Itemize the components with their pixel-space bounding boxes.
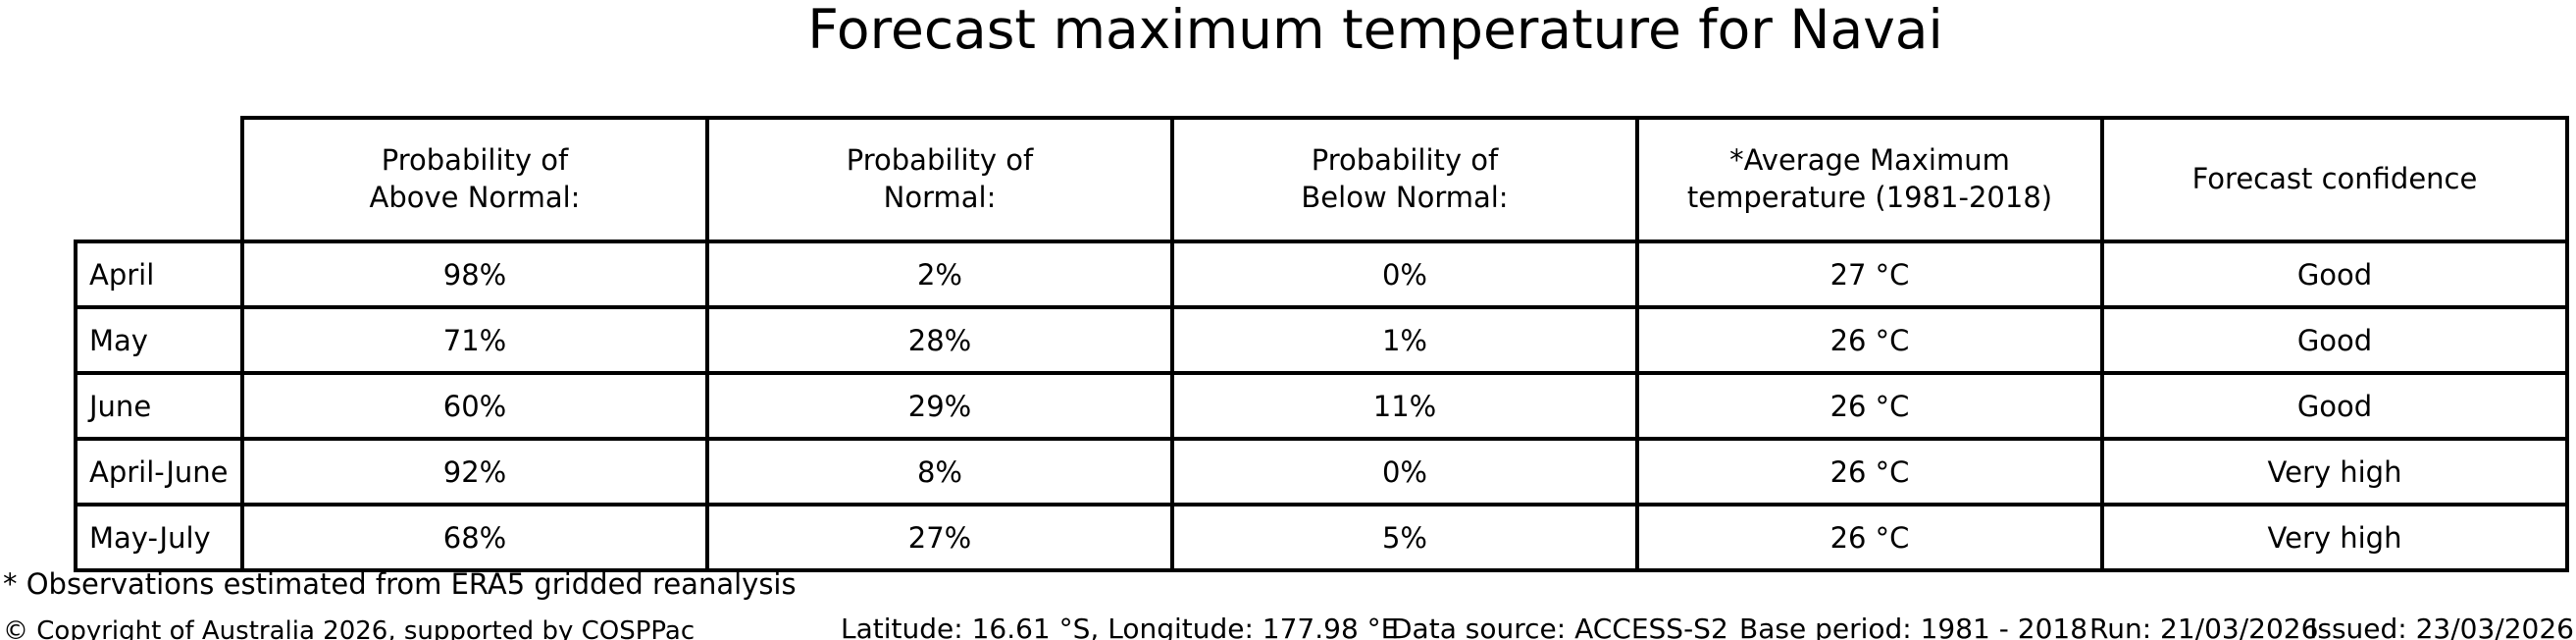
cell-avg-max-temp: 26 °C [1635,503,2104,572]
base-period-text: Base period: 1981 - 2018 [1739,613,2088,640]
cell-avg-max-temp: 27 °C [1635,240,2104,309]
row-label: June [74,371,244,441]
table-header-row: Probability of Above Normal: Probability… [76,116,2569,243]
cell-prob-normal: 28% [705,305,1174,375]
table-row-april-june: April-June 92% 8% 0% 26 °C Very high [74,437,2569,507]
cell-prob-normal: 29% [705,371,1174,441]
table-corner-cell [76,118,242,241]
table-row-april: April 98% 2% 0% 27 °C Good [74,240,2569,309]
cell-prob-above: 60% [240,371,709,441]
cell-prob-normal: 8% [705,437,1174,507]
cell-prob-below: 0% [1170,240,1639,309]
cell-prob-below: 11% [1170,371,1639,441]
column-header-prob-below: Probability of Below Normal: [1170,116,1639,243]
table-row-may-july: May-July 68% 27% 5% 26 °C Very high [74,503,2569,572]
cell-prob-above: 92% [240,437,709,507]
cell-prob-below: 1% [1170,305,1639,375]
cell-prob-below: 5% [1170,503,1639,572]
row-label: April [74,240,244,309]
cell-prob-above: 71% [240,305,709,375]
cell-prob-above: 68% [240,503,709,572]
page-title: Forecast maximum temperature for Navai [807,0,1943,61]
row-label: May-July [74,503,244,572]
cell-avg-max-temp: 26 °C [1635,371,2104,441]
cell-confidence: Good [2100,305,2569,375]
location-text: Latitude: 16.61 °S, Longitude: 177.98 °E [841,613,1399,640]
cell-avg-max-temp: 26 °C [1635,305,2104,375]
cell-prob-normal: 27% [705,503,1174,572]
cell-confidence: Very high [2100,437,2569,507]
column-header-confidence: Forecast confidence [2100,116,2569,243]
cell-prob-above: 98% [240,240,709,309]
table-row-may: May 71% 28% 1% 26 °C Good [74,305,2569,375]
observations-footnote: * Observations estimated from ERA5 gridd… [3,567,797,601]
column-header-prob-above: Probability of Above Normal: [240,116,709,243]
cell-prob-below: 0% [1170,437,1639,507]
cell-confidence: Very high [2100,503,2569,572]
column-header-prob-normal: Probability of Normal: [705,116,1174,243]
row-label: April-June [74,437,244,507]
cell-prob-normal: 2% [705,240,1174,309]
cell-confidence: Good [2100,371,2569,441]
run-date-text: Run: 21/03/2026 [2089,613,2319,640]
column-header-avg-max-temp: *Average Maximum temperature (1981-2018) [1635,116,2104,243]
forecast-table: Probability of Above Normal: Probability… [74,116,2569,572]
data-source-text: Data source: ACCESS-S2 [1391,613,1728,640]
copyright-text: © Copyright of Australia 2026, supported… [3,616,696,640]
issued-date-text: Issued: 23/03/2026 [2309,613,2574,640]
table-row-june: June 60% 29% 11% 26 °C Good [74,371,2569,441]
cell-confidence: Good [2100,240,2569,309]
row-label: May [74,305,244,375]
cell-avg-max-temp: 26 °C [1635,437,2104,507]
